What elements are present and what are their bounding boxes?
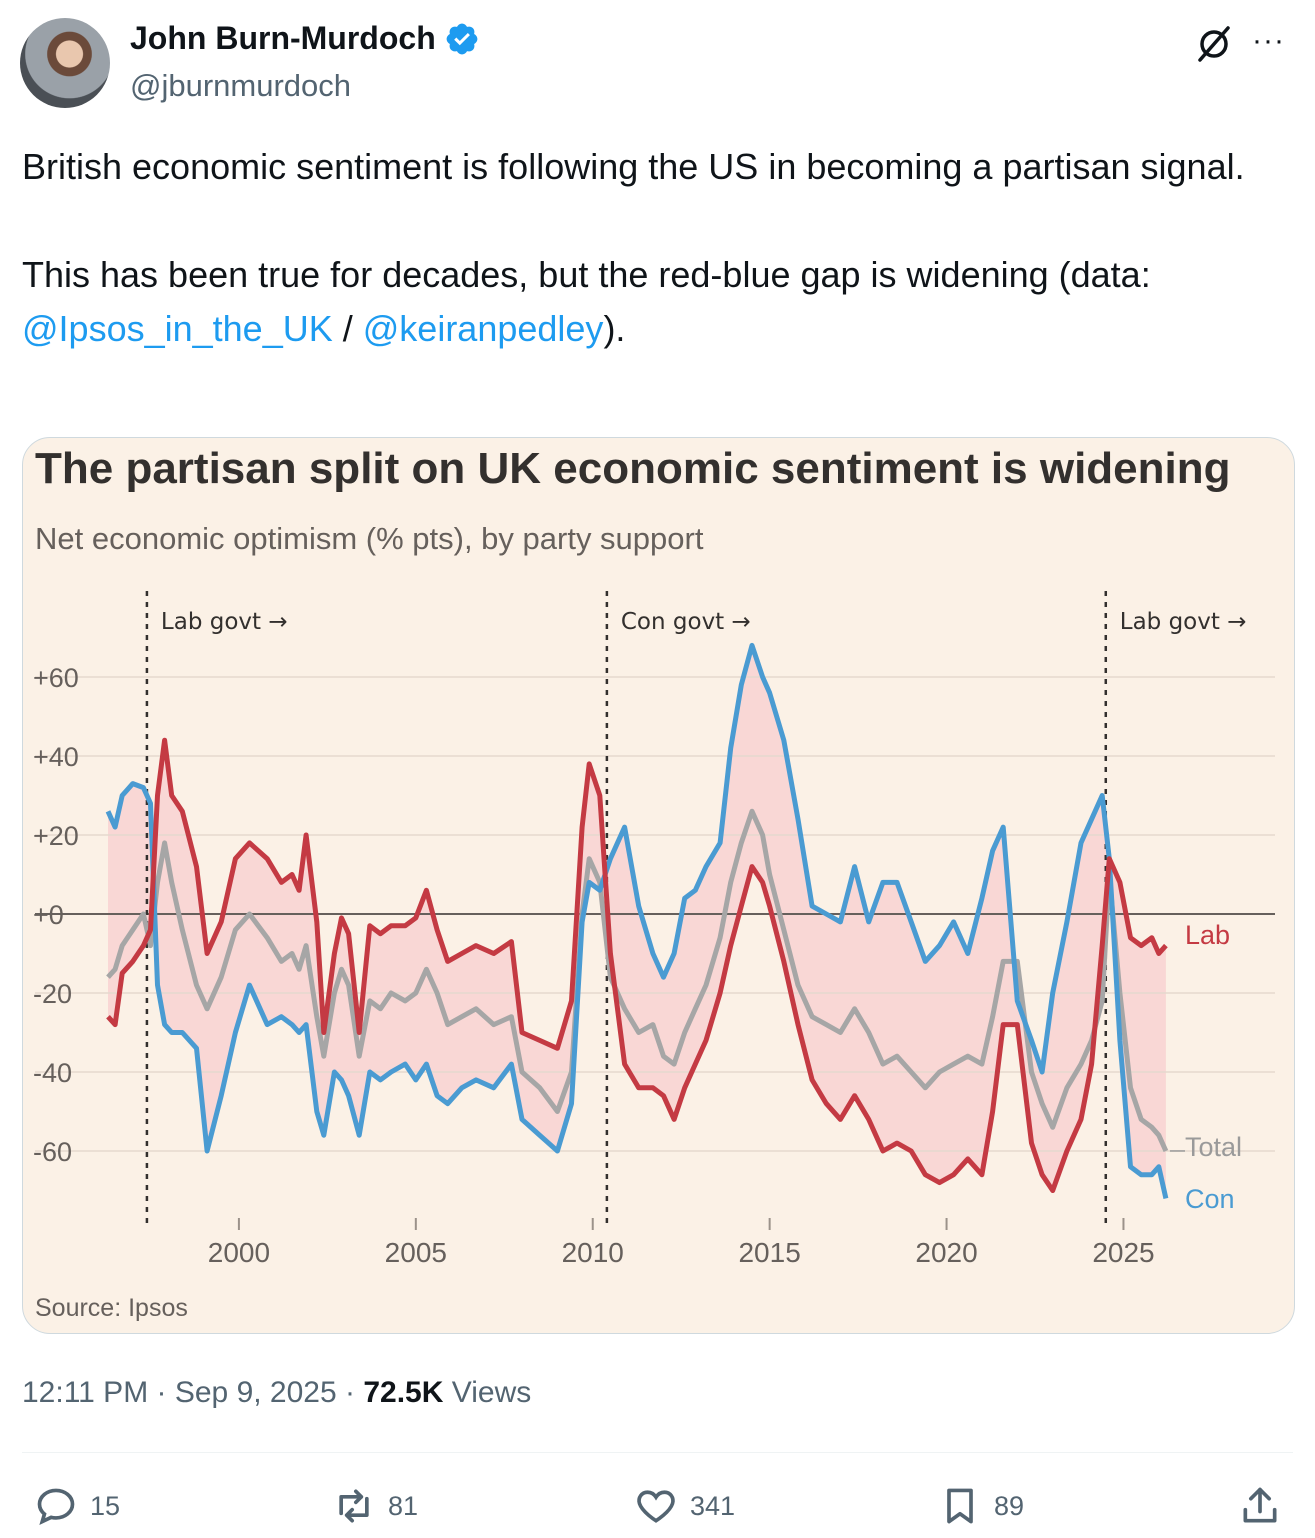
like-count: 341 <box>690 1490 736 1521</box>
x-tick-label: 2000 <box>208 1237 270 1268</box>
y-tick-label: -60 <box>33 1137 72 1167</box>
meta-separator: · <box>336 1376 364 1409</box>
chart-image-card[interactable]: The partisan split on UK economic sentim… <box>22 437 1295 1334</box>
views-label: Views <box>451 1376 532 1409</box>
more-options-icon[interactable]: ··· <box>1252 24 1285 57</box>
tweet-paragraph-2: This has been true for decades, but the … <box>22 248 1282 356</box>
y-tick-label: +40 <box>33 742 79 772</box>
series-end-label: Lab <box>1185 920 1230 950</box>
bookmark-count: 89 <box>994 1490 1025 1521</box>
display-name[interactable]: John Burn-Murdoch <box>130 20 436 56</box>
tweet-paragraph-1: British economic sentiment is following … <box>22 146 1245 187</box>
handle[interactable]: @jburnmurdoch <box>130 68 352 103</box>
tweet-text: British economic sentiment is following … <box>22 140 1282 356</box>
share-button[interactable] <box>1238 1484 1282 1528</box>
y-tick-label: -40 <box>33 1058 72 1088</box>
timestamp-time[interactable]: 12:11 PM <box>22 1376 149 1409</box>
timestamp-date[interactable]: Sep 9, 2025 <box>174 1376 337 1409</box>
line-chart: +60 +40 +20 +0 -20 -40 -60 2000 2005 2010 2015 2020… <box>33 591 1275 1268</box>
x-tick-label: 2020 <box>915 1237 977 1268</box>
series-line-lab <box>106 737 1168 1193</box>
series-line-con <box>105 642 1169 1199</box>
reply-count: 15 <box>90 1490 121 1521</box>
grok-icon[interactable] <box>1192 22 1236 66</box>
chart-title: The partisan split on UK economic sentim… <box>35 444 1231 493</box>
y-tick-label: +60 <box>33 663 79 693</box>
reply-button[interactable]: 15 <box>34 1484 120 1528</box>
x-tick-label: 2005 <box>385 1237 447 1268</box>
x-tick-label: 2015 <box>738 1237 800 1268</box>
divider <box>22 1452 1293 1453</box>
chart-source: Source: Ipsos <box>35 1294 188 1322</box>
share-icon <box>1243 1487 1277 1523</box>
gap-band <box>108 645 1166 1199</box>
government-annotation: Con govt → <box>621 609 751 635</box>
mention-link-ipsos[interactable]: @Ipsos_in_the_UK <box>22 308 333 349</box>
mention-link-keiranpedley[interactable]: @keiranpedley <box>362 308 604 349</box>
reply-icon <box>37 1488 75 1525</box>
bookmark-button[interactable]: 89 <box>938 1484 1024 1528</box>
like-button[interactable]: 341 <box>634 1484 735 1528</box>
chart-subtitle: Net economic optimism (% pts), by party … <box>35 521 704 556</box>
bookmark-icon <box>947 1488 973 1524</box>
repost-count: 81 <box>388 1490 419 1521</box>
repost-button[interactable]: 81 <box>332 1484 418 1528</box>
verified-badge-icon <box>446 23 478 54</box>
tweet-text-suffix: ). <box>603 308 626 349</box>
tweet-text-separator: / <box>332 308 363 349</box>
series-end-label: Con <box>1185 1184 1235 1214</box>
heart-icon <box>637 1490 675 1523</box>
government-annotation: Lab govt → <box>1120 609 1247 635</box>
avatar[interactable] <box>20 18 110 108</box>
tweet-text-segment: This has been true for decades, but the … <box>22 254 1151 295</box>
meta-separator: · <box>148 1376 175 1409</box>
y-tick-label: +0 <box>33 900 64 930</box>
y-tick-label: +20 <box>33 821 79 851</box>
tweet-meta: 12:11 PM · Sep 9, 2025 · 72.5K Views <box>22 1376 531 1410</box>
x-tick-label: 2010 <box>562 1237 624 1268</box>
series-end-label: Total <box>1185 1132 1242 1162</box>
x-tick-label: 2025 <box>1092 1237 1154 1268</box>
views-count: 72.5K <box>363 1376 444 1409</box>
y-tick-label: -20 <box>33 979 72 1009</box>
government-annotation: Lab govt → <box>161 609 288 635</box>
repost-icon <box>339 1489 369 1523</box>
